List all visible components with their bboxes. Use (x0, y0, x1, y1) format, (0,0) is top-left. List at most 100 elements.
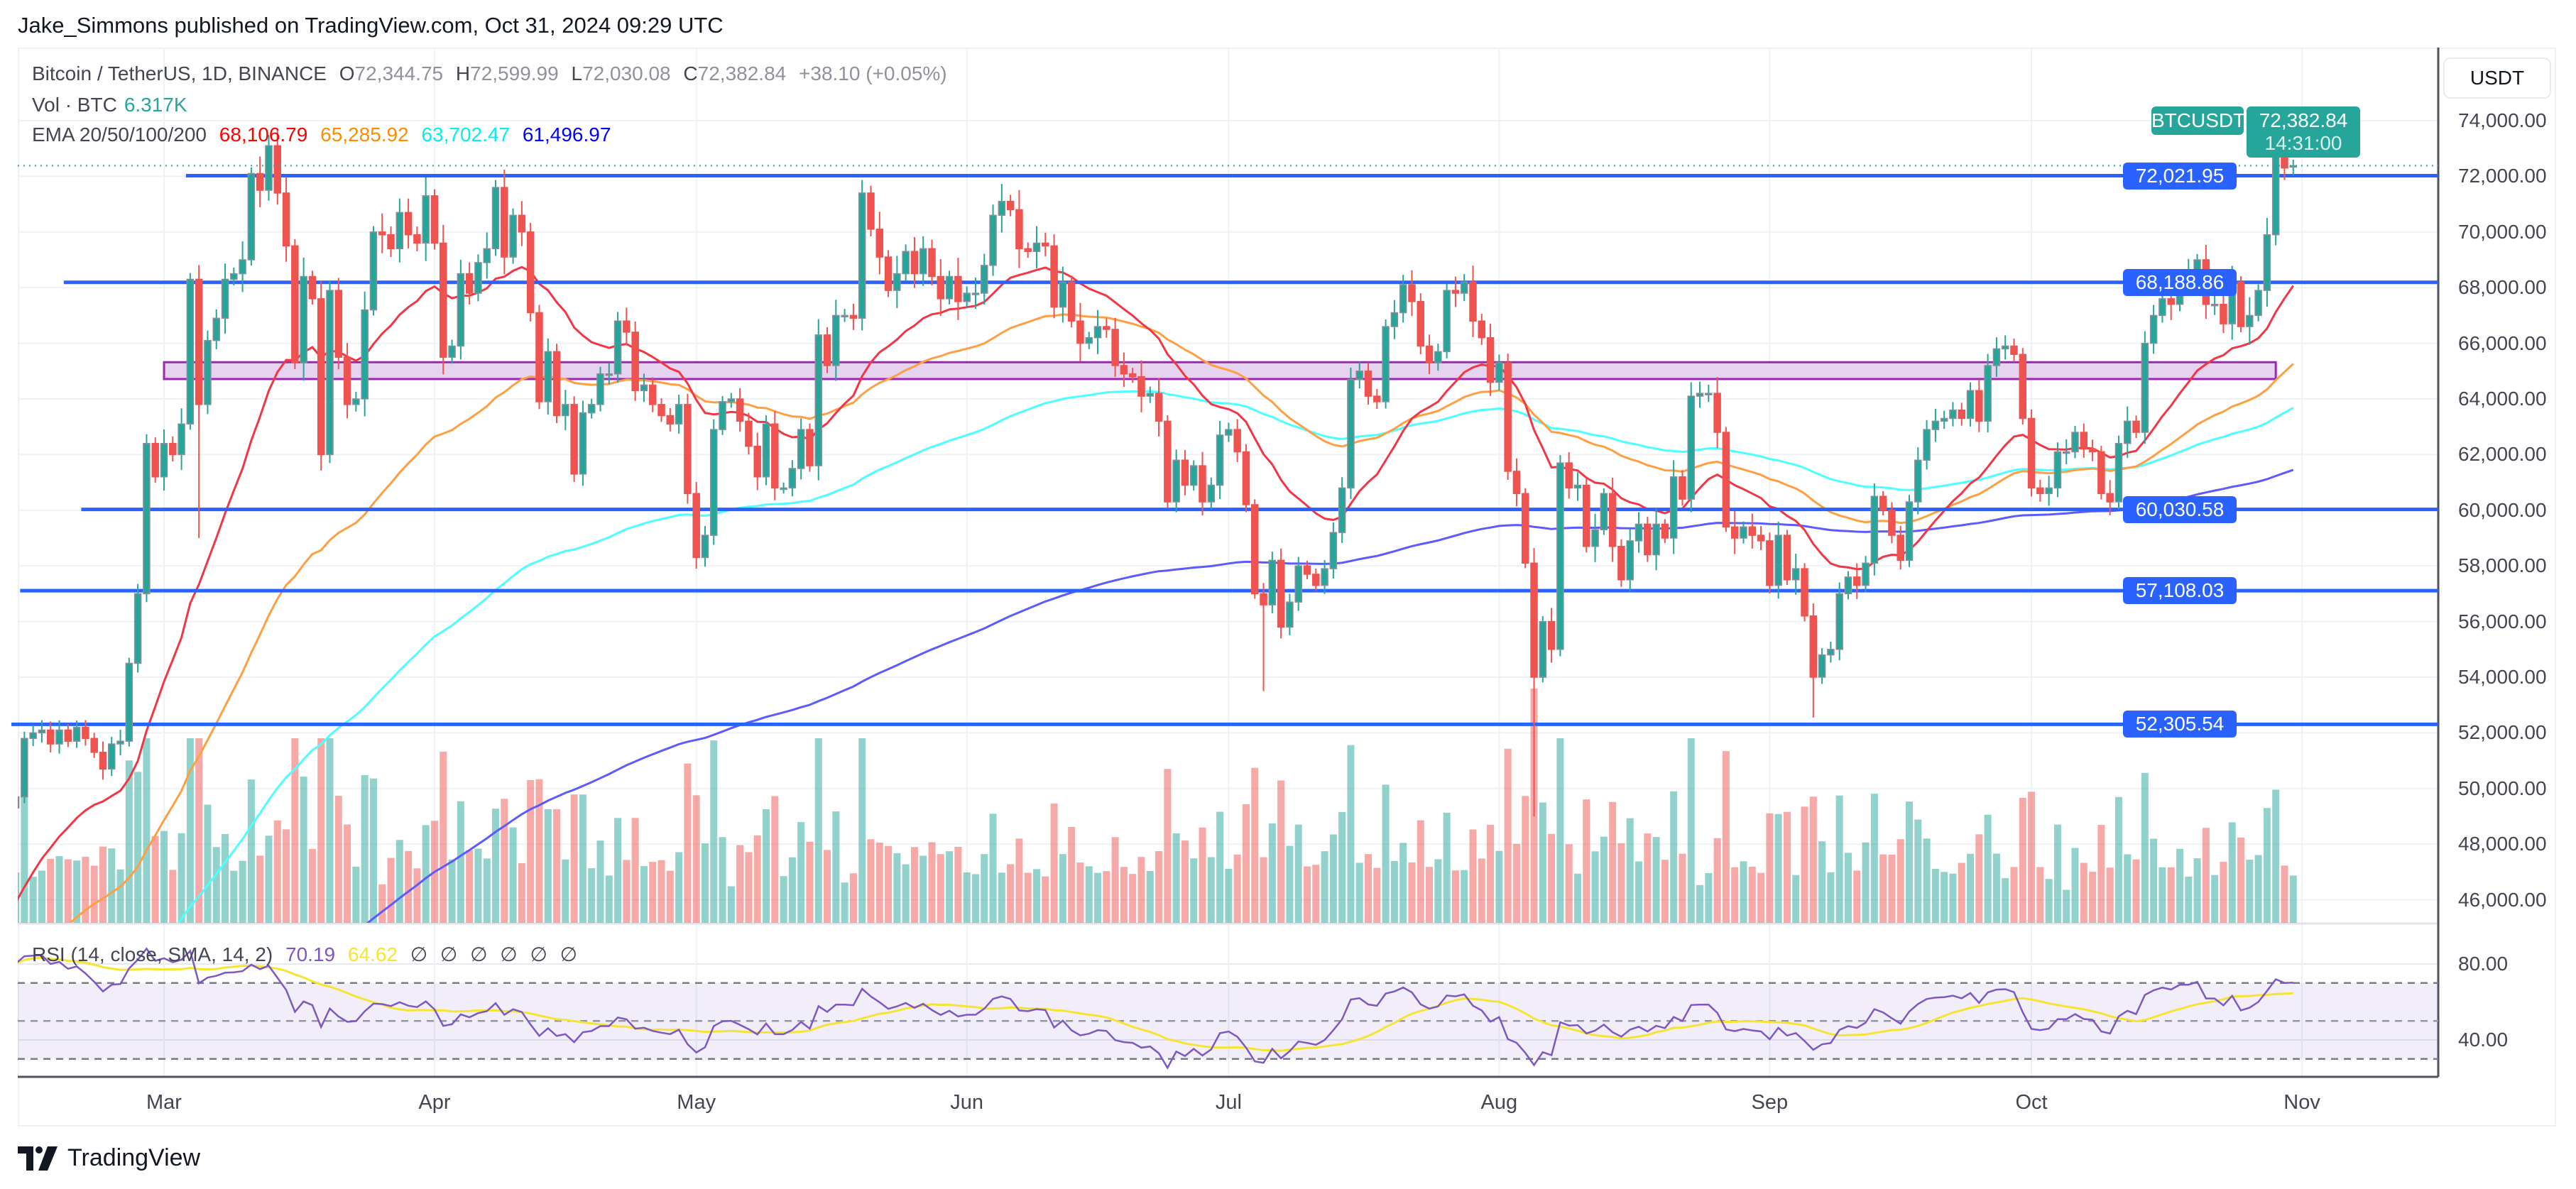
candle-body (762, 423, 770, 478)
volume-bar (832, 811, 840, 923)
candle-body (1260, 593, 1267, 606)
candle-body (352, 398, 360, 405)
chart-frame (18, 48, 2556, 1127)
level-price-tag[interactable]: 57,108.03 (2123, 577, 2237, 605)
level-price-tag[interactable]: 68,188.86 (2123, 268, 2237, 296)
candle-body (1294, 565, 1302, 603)
candle (623, 307, 631, 346)
volume-bar (1992, 853, 2000, 923)
volume-bar (1094, 872, 1102, 923)
candle (1251, 499, 1259, 599)
currency-button[interactable]: USDT (2443, 57, 2551, 99)
candle-body (1111, 329, 1119, 366)
volume-bar (1512, 843, 1520, 923)
candle (823, 327, 831, 373)
volume-bar (1233, 854, 1241, 923)
candle (858, 180, 866, 331)
volume-bar (1434, 859, 1442, 923)
candle-body (1085, 337, 1093, 344)
candle (2062, 439, 2070, 464)
volume-bar (492, 809, 500, 923)
volume-legend[interactable]: Vol · BTC 6.317K (32, 94, 187, 116)
volume-bar (308, 848, 316, 923)
volume-bar (1365, 854, 1372, 923)
volume-bar (701, 843, 709, 923)
candle (1958, 402, 1965, 426)
candle (1390, 300, 1399, 339)
candle-body (2106, 493, 2114, 503)
volume-bar (1774, 813, 1782, 923)
candle (753, 432, 761, 491)
candle-body (300, 275, 307, 363)
candle (29, 725, 37, 747)
candle (1181, 449, 1189, 495)
symbol-legend[interactable]: Bitcoin / TetherUS, 1D, BINANCE O72,344.… (32, 62, 947, 85)
candle (945, 270, 954, 305)
candle (2124, 406, 2132, 459)
candle-body (55, 729, 63, 745)
candle-body (1233, 429, 1241, 453)
candle-body (710, 429, 718, 536)
candle-body (1801, 568, 1808, 617)
candle-body (1199, 465, 1206, 503)
volume-bar (1303, 866, 1311, 923)
volume-bar (1809, 796, 1817, 923)
candle-body (623, 320, 631, 333)
time-tick-label: Jul (1215, 1091, 1242, 1114)
volume-bar (344, 824, 351, 923)
candle (1757, 525, 1765, 550)
volume-bar (1766, 813, 1774, 923)
volume-bar (1967, 853, 1975, 923)
rsi-legend[interactable]: RSI (14, close, SMA, 14, 2) 70.19 64.62 … (32, 943, 577, 966)
ema200-line (366, 469, 2294, 923)
volume-bar (1338, 811, 1346, 923)
candle (212, 309, 220, 350)
candle (613, 312, 622, 383)
volume-bar (919, 855, 927, 923)
level-price-tag[interactable]: 72,021.95 (2123, 162, 2237, 190)
volume-bar (1294, 824, 1302, 923)
candle (1608, 477, 1617, 562)
volume-bar (204, 804, 212, 923)
volume-bar (186, 738, 194, 923)
volume-bar (771, 796, 779, 923)
time-tick-label: May (677, 1091, 716, 1114)
candle-body (1870, 495, 1879, 564)
volume-bar (963, 872, 971, 923)
candle-body (1565, 462, 1573, 489)
tradingview-logo[interactable]: TradingView (18, 1144, 200, 1172)
candle-body (570, 404, 578, 475)
candle-body (1408, 284, 1416, 302)
level-price-tag[interactable]: 52,305.54 (2123, 711, 2237, 738)
volume-bar (1190, 858, 1198, 923)
open-value: 72,344.75 (354, 62, 444, 84)
level-price-tag[interactable]: 60,030.58 (2123, 495, 2237, 523)
volume-bar (361, 774, 369, 923)
candle-body (684, 404, 692, 495)
symbol-tag[interactable]: BTCUSDT (2151, 106, 2245, 135)
candle-body (2027, 417, 2036, 489)
volume-bar (1748, 866, 1756, 923)
candle (596, 366, 604, 412)
candle-body (753, 445, 761, 478)
candle (2159, 291, 2166, 323)
candle (1679, 470, 1686, 506)
candle-body (1644, 523, 1652, 556)
candle-body (579, 412, 587, 475)
volume-bar (29, 877, 37, 923)
candle-body (1669, 476, 1678, 539)
candle-body (2210, 303, 2219, 307)
time-tick-label: Mar (146, 1091, 182, 1114)
candle-body (1050, 245, 1058, 308)
candle-body (771, 423, 779, 489)
rsi-label: RSI (14, close, SMA, 14, 2) (32, 943, 273, 965)
ema-legend[interactable]: EMA 20/50/100/200 68,106.79 65,285.92 63… (32, 124, 611, 146)
volume-bar (1417, 820, 1424, 923)
price-tick-label: 52,000.00 (2458, 721, 2547, 744)
volume-bar (902, 864, 910, 923)
rsi-series (18, 947, 2293, 1070)
candle-body (989, 214, 997, 266)
volume-bar (1207, 857, 1215, 923)
candle-body (1059, 281, 1067, 308)
